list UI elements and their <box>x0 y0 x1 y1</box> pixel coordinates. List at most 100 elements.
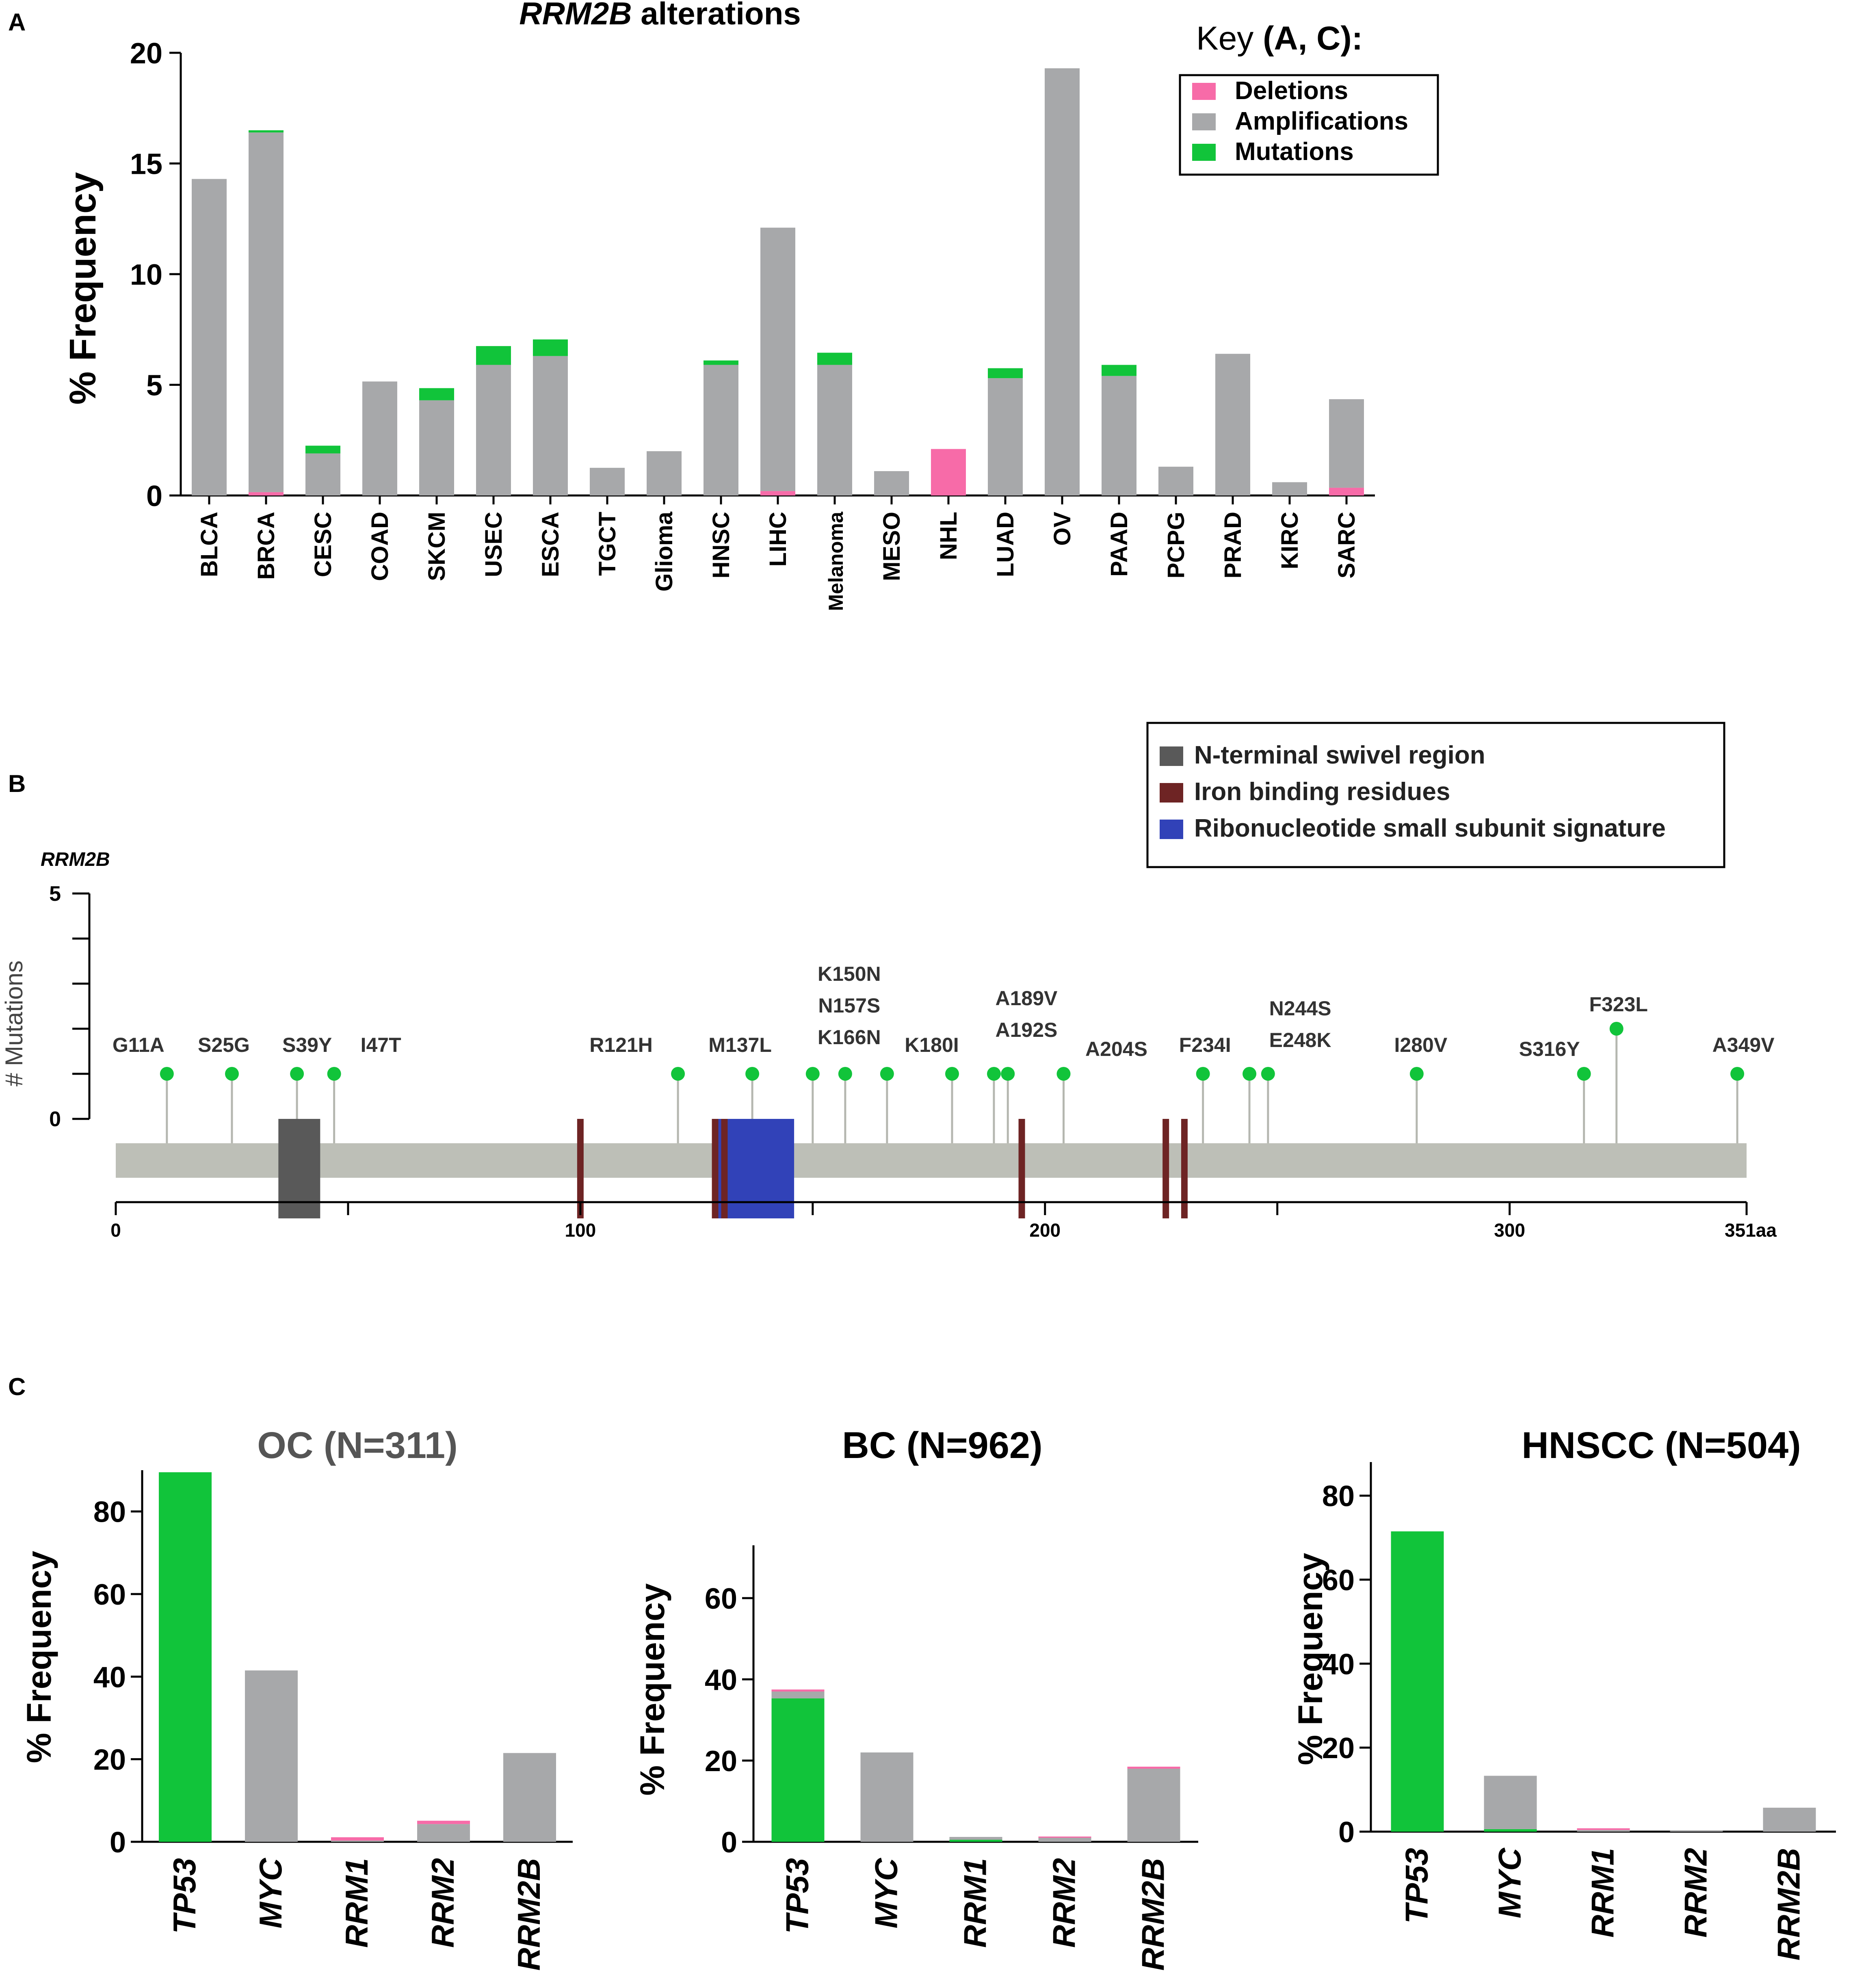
c-y-tick-label: 40 <box>1322 1648 1355 1681</box>
c-y-tick-label: 60 <box>1322 1564 1355 1597</box>
chart-title-oc: OC (N=311) <box>257 1425 457 1466</box>
iron-binding-site <box>1162 1119 1169 1218</box>
c-x-label-rrm2: RRM2 <box>1046 1858 1082 1948</box>
a-x-label-sarc: SARC <box>1333 512 1360 578</box>
key-swatch-amplifications <box>1192 113 1216 130</box>
a-bar-amplifications-meso <box>874 471 909 495</box>
chart-ylabel-bc: % Frequency <box>633 1583 671 1795</box>
c-x-label-myc: MYC <box>1492 1847 1528 1918</box>
c-x-label-tp53: TP53 <box>779 1858 815 1934</box>
a-x-label-paad: PAAD <box>1106 512 1132 577</box>
chart-oc: OC (N=311) % Frequency 0 20 40 60 80 TP53 MYC RRM… <box>20 1425 573 1971</box>
a-bar-mutations-skcm <box>419 388 454 400</box>
panel-b-plot: 0 5 G11A S25G S39Y I47T R121H M137L K150N N157S K1… <box>49 882 1777 1241</box>
mutation-marker <box>805 1067 820 1081</box>
b-length-label: 351aa <box>1725 1220 1777 1241</box>
c-bar-oc-rrm1-deletions <box>331 1837 384 1841</box>
c-bar-hnscc-tp53-mutations <box>1391 1531 1444 1832</box>
panel-b-ylabel: # Mutations <box>0 960 28 1086</box>
c-x-label-rrm1: RRM1 <box>1585 1848 1621 1938</box>
b-x-tick-label: 200 <box>1029 1220 1061 1241</box>
gene-label: RRM2B <box>41 849 110 870</box>
a-y-tick-label: 0 <box>146 480 162 513</box>
a-bar-amplifications-brca <box>249 132 284 492</box>
a-bar-mutations-usec <box>476 346 511 365</box>
a-bar-mutations-esca <box>533 339 568 356</box>
mutation-marker <box>745 1067 760 1081</box>
chart-title-hnscc: HNSCC (N=504) <box>1522 1425 1801 1466</box>
panel-a-title-gene: RRM2B <box>519 0 632 31</box>
panel-b-letter: B <box>8 770 26 797</box>
mutation-marker <box>1056 1067 1071 1081</box>
mutation-marker <box>880 1067 894 1081</box>
legend-label-ribonucleotide-small-subunit-signature: Ribonucleotide small subunit signature <box>1194 814 1666 842</box>
panel-c-plots: OC (N=311) % Frequency 0 20 40 60 80 TP53 MYC RRM… <box>20 1425 1836 1971</box>
c-bar-oc-rrm2-deletions <box>417 1821 470 1824</box>
mutation-marker <box>1609 1022 1624 1036</box>
c-bar-oc-myc-amplifications <box>245 1670 298 1842</box>
a-bar-amplifications-luad <box>988 378 1023 495</box>
a-bar-amplifications-esca <box>533 356 568 495</box>
a-bar-amplifications-hnsc <box>704 365 738 495</box>
key-label-deletions: Deletions <box>1235 77 1348 105</box>
a-x-label-tgct: TGCT <box>594 512 621 576</box>
c-y-tick-label: 0 <box>721 1826 737 1859</box>
mutation-label-m137l: M137L <box>708 1034 772 1056</box>
a-bar-amplifications-sarc <box>1329 399 1364 488</box>
mutation-marker <box>1001 1067 1015 1081</box>
a-x-label-coad: COAD <box>367 512 393 581</box>
c-bar-hnscc-rrm2-amplifications <box>1670 1830 1723 1832</box>
a-x-label-esca: ESCA <box>537 512 564 577</box>
mutation-label-n244s: N244S <box>1269 997 1331 1020</box>
a-x-label-hnsc: HNSC <box>708 512 734 578</box>
a-x-label-luad: LUAD <box>992 512 1019 577</box>
key-swatch-mutations <box>1192 144 1216 161</box>
mutation-label-a189v: A189V <box>995 987 1058 1010</box>
domain-legend: N-terminal swivel region Iron binding res… <box>1146 722 1725 868</box>
a-x-label-pcpg: PCPG <box>1163 512 1189 578</box>
a-bar-deletions-lihc <box>760 491 795 495</box>
iron-binding-site <box>1018 1119 1025 1218</box>
c-y-tick-label: 40 <box>93 1661 126 1694</box>
c-bar-bc-myc-amplifications <box>860 1752 914 1842</box>
a-bar-mutations-hnsc <box>704 360 738 365</box>
iron-binding-site <box>712 1119 719 1218</box>
c-y-tick-label: 20 <box>705 1745 737 1778</box>
legend-swatch-ribonucleotide-small-subunit-signature <box>1160 820 1183 839</box>
mutation-label-e248k: E248K <box>1269 1029 1331 1051</box>
panel-a-ylabel: % Frequency <box>62 172 104 405</box>
mutation-marker <box>945 1067 959 1081</box>
c-bar-hnscc-rrm1-amplifications <box>1577 1830 1630 1832</box>
b-y-tick-label: 0 <box>49 1108 61 1131</box>
mutation-marker <box>1409 1067 1424 1081</box>
legend-label-n-terminal-swivel-region: N-terminal swivel region <box>1194 741 1485 769</box>
c-bar-bc-tp53-amplifications <box>771 1692 825 1698</box>
a-bar-amplifications-ov <box>1045 68 1080 495</box>
mutation-label-k166n: K166N <box>818 1026 881 1049</box>
legend-swatch-iron-binding-residues <box>1160 783 1183 803</box>
c-bar-hnscc-rrm1-deletions <box>1577 1828 1630 1830</box>
key-title-plain: Key <box>1196 20 1263 57</box>
a-x-label-brca: BRCA <box>253 512 279 580</box>
b-x-tick-label: 300 <box>1494 1220 1525 1241</box>
a-bar-amplifications-lihc <box>760 227 795 491</box>
mutation-label-i280v: I280V <box>1394 1034 1448 1056</box>
c-y-tick-label: 20 <box>1322 1732 1355 1765</box>
a-bar-mutations-paad <box>1102 365 1136 376</box>
a-bar-amplifications-pcpg <box>1158 467 1193 495</box>
mutation-label-f234i: F234I <box>1179 1034 1231 1056</box>
mutation-label-g11a: G11A <box>113 1034 165 1056</box>
mutation-label-f323l: F323L <box>1589 993 1648 1016</box>
key-label-amplifications: Amplifications <box>1235 107 1408 135</box>
mutation-label-r121h: R121H <box>589 1034 653 1056</box>
a-bar-deletions-brca <box>249 492 284 495</box>
mutation-label-s39y: S39Y <box>282 1034 332 1056</box>
c-x-label-rrm1: RRM1 <box>339 1858 374 1948</box>
a-x-label-meso: MESO <box>879 512 905 581</box>
a-bar-amplifications-coad <box>362 381 397 495</box>
c-bar-oc-tp53-mutations <box>159 1472 212 1842</box>
mutation-label-s316y: S316Y <box>1519 1038 1580 1060</box>
a-x-label-skcm: SKCM <box>424 512 450 581</box>
c-y-tick-label: 0 <box>1338 1816 1355 1849</box>
